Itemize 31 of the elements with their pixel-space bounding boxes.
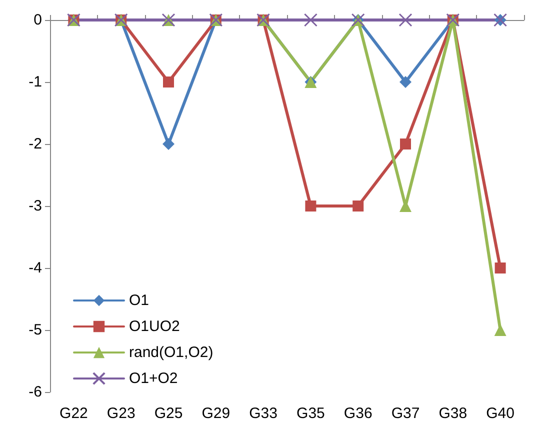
y-tick-label: -4 [28,260,42,276]
y-tick-label: -6 [28,384,42,400]
x-tick-label: G22 [60,405,88,422]
point [400,138,411,150]
point [400,76,412,88]
point [398,13,412,27]
x-tick-label: G36 [344,405,372,422]
x-tick-label: G23 [106,405,136,422]
y-tick-label: -2 [28,136,42,152]
x-tick-label: G40 [486,405,514,422]
y-tick-label: -1 [28,74,42,90]
x-tick-label: G29 [202,405,230,422]
legend-label: rand(O1,O2) [129,344,214,361]
x-tick-label: G33 [249,405,278,422]
x-tick-label: G37 [391,405,420,422]
x-tick-label: G35 [296,405,325,422]
point [305,200,316,212]
y-tick-label: 0 [34,12,42,28]
point [304,13,318,27]
y-tick-label: -5 [28,322,42,338]
legend-label: O1+O2 [129,370,178,387]
point [494,262,506,274]
point [494,324,506,336]
legend-label: O1UO2 [129,318,180,335]
x-tick-label: G38 [438,405,468,422]
point [163,76,174,88]
x-tick-label: G25 [154,405,183,422]
point [162,138,174,150]
point [352,200,364,212]
y-tick-label: -3 [28,198,42,214]
legend-label: O1 [129,292,150,309]
